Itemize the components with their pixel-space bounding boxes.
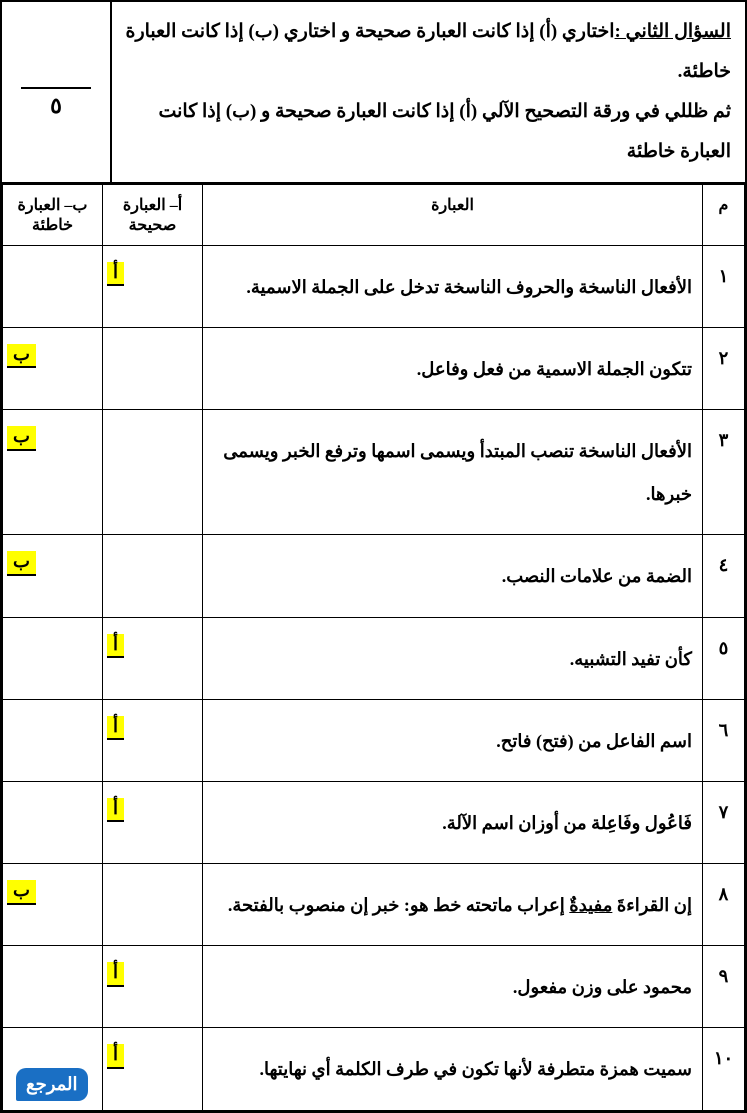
cell-answer-wrong: ب xyxy=(3,864,103,946)
row-statement: محمود على وزن مفعول. xyxy=(203,946,703,1028)
answer-mark-a: أ xyxy=(107,634,124,659)
row-statement: تتكون الجملة الاسمية من فعل وفاعل. xyxy=(203,327,703,409)
table-row: ١٠سميت همزة متطرفة لأنها تكون في طرف الك… xyxy=(3,1028,745,1110)
table-row: ٧فَاعُول وفَاعِلة من أوزان اسم الآلة. أ xyxy=(3,781,745,863)
cell-answer-wrong: ب xyxy=(3,327,103,409)
table-row: ٦اسم الفاعل من (فتح) فاتح. أ xyxy=(3,699,745,781)
header-text: السؤال الثاني :اختاري (أ) إذا كانت العبا… xyxy=(112,2,745,182)
answer-mark-a: أ xyxy=(107,262,124,287)
header-line2: ثم ظللي في ورقة التصحيح الآلي (أ) إذا كا… xyxy=(158,101,731,162)
table-row: ٢تتكون الجملة الاسمية من فعل وفاعل. ب xyxy=(3,327,745,409)
statements-table: م العبارة أ– العبارة صحيحة ب– العبارة خا… xyxy=(2,184,745,1111)
cell-answer-correct: أ xyxy=(103,617,203,699)
row-statement: سميت همزة متطرفة لأنها تكون في طرف الكلم… xyxy=(203,1028,703,1110)
row-statement: كأن تفيد التشبيه. xyxy=(203,617,703,699)
watermark-logo: المرجع xyxy=(16,1068,88,1101)
answer-mark-a: أ xyxy=(107,1044,124,1069)
cell-answer-correct: أ xyxy=(103,946,203,1028)
answer-mark-b: ب xyxy=(7,426,36,451)
cell-answer-correct: أ xyxy=(103,699,203,781)
row-number: ٨ xyxy=(703,864,745,946)
cell-answer-correct xyxy=(103,864,203,946)
cell-answer-correct xyxy=(103,535,203,617)
row-number: ٤ xyxy=(703,535,745,617)
row-number: ١ xyxy=(703,245,745,327)
answer-mark-a: أ xyxy=(107,798,124,823)
score-box: ٥ xyxy=(2,2,112,182)
answer-mark-a: أ xyxy=(107,716,124,741)
answer-mark-b: ب xyxy=(7,344,36,369)
col-header-wrong: ب– العبارة خاطئة xyxy=(3,184,103,245)
score-denominator: ٥ xyxy=(50,93,62,119)
col-header-statement: العبارة xyxy=(203,184,703,245)
answer-mark-b: ب xyxy=(7,551,36,576)
row-statement: اسم الفاعل من (فتح) فاتح. xyxy=(203,699,703,781)
row-statement: الأفعال الناسخة تنصب المبتدأ ويسمى اسمها… xyxy=(203,409,703,534)
table-row: ٣الأفعال الناسخة تنصب المبتدأ ويسمى اسمه… xyxy=(3,409,745,534)
question-header: السؤال الثاني :اختاري (أ) إذا كانت العبا… xyxy=(2,2,745,184)
table-header-row: م العبارة أ– العبارة صحيحة ب– العبارة خا… xyxy=(3,184,745,245)
cell-answer-wrong: ب xyxy=(3,535,103,617)
row-statement: إن القراءةَ مفيدةٌ إعراب ماتحته خط هو: خ… xyxy=(203,864,703,946)
cell-answer-wrong xyxy=(3,617,103,699)
row-number: ٧ xyxy=(703,781,745,863)
cell-answer-correct: أ xyxy=(103,1028,203,1110)
table-row: ٨إن القراءةَ مفيدةٌ إعراب ماتحته خط هو: … xyxy=(3,864,745,946)
cell-answer-wrong xyxy=(3,699,103,781)
col-header-num: م xyxy=(703,184,745,245)
score-blank-line xyxy=(21,65,91,89)
cell-answer-wrong xyxy=(3,245,103,327)
cell-answer-correct xyxy=(103,327,203,409)
exam-page: السؤال الثاني :اختاري (أ) إذا كانت العبا… xyxy=(0,0,747,1113)
row-number: ١٠ xyxy=(703,1028,745,1110)
question-title: السؤال الثاني : xyxy=(615,21,731,42)
row-number: ٦ xyxy=(703,699,745,781)
answer-mark-a: أ xyxy=(107,962,124,987)
answer-mark-b: ب xyxy=(7,880,36,905)
row-number: ٣ xyxy=(703,409,745,534)
row-statement: الضمة من علامات النصب. xyxy=(203,535,703,617)
table-row: ٤الضمة من علامات النصب. ب xyxy=(3,535,745,617)
row-statement: فَاعُول وفَاعِلة من أوزان اسم الآلة. xyxy=(203,781,703,863)
cell-answer-wrong xyxy=(3,946,103,1028)
row-statement: الأفعال الناسخة والحروف الناسخة تدخل على… xyxy=(203,245,703,327)
row-number: ٢ xyxy=(703,327,745,409)
row-number: ٩ xyxy=(703,946,745,1028)
cell-answer-correct: أ xyxy=(103,245,203,327)
cell-answer-wrong xyxy=(3,781,103,863)
cell-answer-wrong: ب xyxy=(3,409,103,534)
row-number: ٥ xyxy=(703,617,745,699)
table-row: ٩محمود على وزن مفعول. أ xyxy=(3,946,745,1028)
table-row: ٥كأن تفيد التشبيه. أ xyxy=(3,617,745,699)
cell-answer-correct xyxy=(103,409,203,534)
col-header-correct: أ– العبارة صحيحة xyxy=(103,184,203,245)
cell-answer-correct: أ xyxy=(103,781,203,863)
table-row: ١الأفعال الناسخة والحروف الناسخة تدخل عل… xyxy=(3,245,745,327)
